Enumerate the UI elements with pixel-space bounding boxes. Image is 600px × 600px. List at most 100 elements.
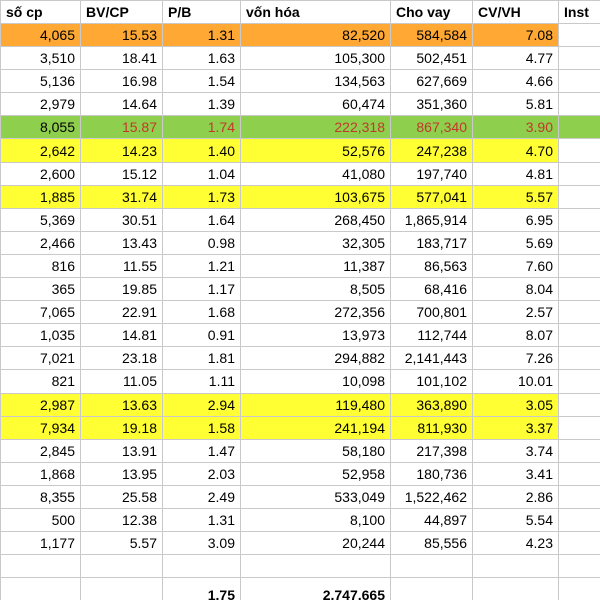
table-cell[interactable]: 1.81	[162, 346, 241, 371]
table-cell[interactable]	[558, 554, 600, 579]
table-cell[interactable]: 1,868	[0, 461, 81, 486]
table-cell[interactable]: 197,740	[390, 161, 473, 186]
table-cell[interactable]: 247,238	[390, 138, 473, 163]
table-cell[interactable]: 1.58	[162, 415, 241, 440]
table-cell[interactable]: 112,744	[390, 323, 473, 348]
total-cell[interactable]	[472, 577, 559, 600]
table-cell[interactable]: 8,055	[0, 115, 81, 140]
table-cell[interactable]: 363,890	[390, 392, 473, 417]
table-cell[interactable]: 272,356	[240, 300, 391, 325]
table-cell[interactable]	[558, 323, 600, 348]
table-cell[interactable]	[558, 92, 600, 117]
table-cell[interactable]	[390, 554, 473, 579]
table-cell[interactable]: 2.57	[472, 300, 559, 325]
table-cell[interactable]	[558, 300, 600, 325]
table-cell[interactable]: 4.70	[472, 138, 559, 163]
table-cell[interactable]: 241,194	[240, 415, 391, 440]
table-cell[interactable]: 1.11	[162, 369, 241, 394]
table-cell[interactable]: 15.12	[80, 161, 163, 186]
table-cell[interactable]: 7,065	[0, 300, 81, 325]
table-cell[interactable]: 30.51	[80, 207, 163, 232]
table-cell[interactable]: 0.98	[162, 230, 241, 255]
table-cell[interactable]: 222,318	[240, 115, 391, 140]
table-cell[interactable]: 14.23	[80, 138, 163, 163]
table-cell[interactable]: 13.91	[80, 438, 163, 463]
table-cell[interactable]: 1.54	[162, 69, 241, 94]
table-cell[interactable]: 8.04	[472, 277, 559, 302]
table-cell[interactable]: 10.01	[472, 369, 559, 394]
table-cell[interactable]: 60,474	[240, 92, 391, 117]
table-cell[interactable]: 700,801	[390, 300, 473, 325]
table-cell[interactable]: 1.40	[162, 138, 241, 163]
table-cell[interactable]: 7.26	[472, 346, 559, 371]
table-cell[interactable]: 16.98	[80, 69, 163, 94]
total-cell[interactable]: 2,747,665	[240, 577, 391, 600]
table-cell[interactable]: 105,300	[240, 46, 391, 71]
table-cell[interactable]	[558, 415, 600, 440]
table-cell[interactable]: 31.74	[80, 184, 163, 209]
table-cell[interactable]: 2.49	[162, 484, 241, 509]
table-cell[interactable]: 20,244	[240, 531, 391, 556]
table-cell[interactable]: 5,369	[0, 207, 81, 232]
column-header[interactable]: Cho vay	[390, 0, 473, 24]
table-cell[interactable]: 1.17	[162, 277, 241, 302]
table-cell[interactable]: 103,675	[240, 184, 391, 209]
total-cell[interactable]	[80, 577, 163, 600]
table-cell[interactable]: 19.18	[80, 415, 163, 440]
table-cell[interactable]	[162, 554, 241, 579]
table-cell[interactable]	[0, 554, 81, 579]
table-cell[interactable]: 119,480	[240, 392, 391, 417]
table-cell[interactable]	[558, 484, 600, 509]
table-cell[interactable]: 1.47	[162, 438, 241, 463]
table-cell[interactable]	[558, 438, 600, 463]
table-cell[interactable]: 52,958	[240, 461, 391, 486]
total-cell[interactable]	[0, 577, 81, 600]
table-cell[interactable]: 4.77	[472, 46, 559, 71]
column-header[interactable]: BV/CP	[80, 0, 163, 24]
table-cell[interactable]: 15.53	[80, 22, 163, 48]
table-cell[interactable]: 1.31	[162, 22, 241, 48]
column-header[interactable]: P/B	[162, 0, 241, 24]
table-cell[interactable]: 11,387	[240, 253, 391, 279]
table-cell[interactable]: 3.90	[472, 115, 559, 140]
table-cell[interactable]: 584,584	[390, 22, 473, 48]
table-cell[interactable]: 1,035	[0, 323, 81, 348]
table-cell[interactable]: 8,355	[0, 484, 81, 509]
table-cell[interactable]: 1.73	[162, 184, 241, 209]
table-cell[interactable]	[558, 531, 600, 556]
column-header[interactable]: số cp	[0, 0, 81, 24]
table-cell[interactable]: 13.63	[80, 392, 163, 417]
table-cell[interactable]: 4.66	[472, 69, 559, 94]
table-cell[interactable]: 1,865,914	[390, 207, 473, 232]
table-cell[interactable]	[472, 554, 559, 579]
table-cell[interactable]: 2.03	[162, 461, 241, 486]
table-cell[interactable]: 85,556	[390, 531, 473, 556]
table-cell[interactable]: 1,177	[0, 531, 81, 556]
table-cell[interactable]: 7,021	[0, 346, 81, 371]
table-cell[interactable]: 5.54	[472, 507, 559, 533]
table-cell[interactable]: 365	[0, 277, 81, 302]
table-cell[interactable]	[558, 369, 600, 394]
table-cell[interactable]: 1,885	[0, 184, 81, 209]
table-cell[interactable]: 3.05	[472, 392, 559, 417]
table-cell[interactable]: 3.09	[162, 531, 241, 556]
table-cell[interactable]	[558, 69, 600, 94]
table-cell[interactable]	[558, 46, 600, 71]
table-cell[interactable]: 2,141,443	[390, 346, 473, 371]
table-cell[interactable]: 1.64	[162, 207, 241, 232]
table-cell[interactable]: 180,736	[390, 461, 473, 486]
table-cell[interactable]: 2,845	[0, 438, 81, 463]
table-cell[interactable]: 3.41	[472, 461, 559, 486]
table-cell[interactable]: 2,466	[0, 230, 81, 255]
table-cell[interactable]: 533,049	[240, 484, 391, 509]
table-cell[interactable]: 4,065	[0, 22, 81, 48]
table-cell[interactable]: 1.74	[162, 115, 241, 140]
table-cell[interactable]: 294,882	[240, 346, 391, 371]
table-cell[interactable]: 268,450	[240, 207, 391, 232]
table-cell[interactable]: 4.81	[472, 161, 559, 186]
table-cell[interactable]: 32,305	[240, 230, 391, 255]
table-cell[interactable]: 2,979	[0, 92, 81, 117]
column-header[interactable]: Inst	[558, 0, 600, 24]
table-cell[interactable]	[558, 392, 600, 417]
table-cell[interactable]: 1.31	[162, 507, 241, 533]
